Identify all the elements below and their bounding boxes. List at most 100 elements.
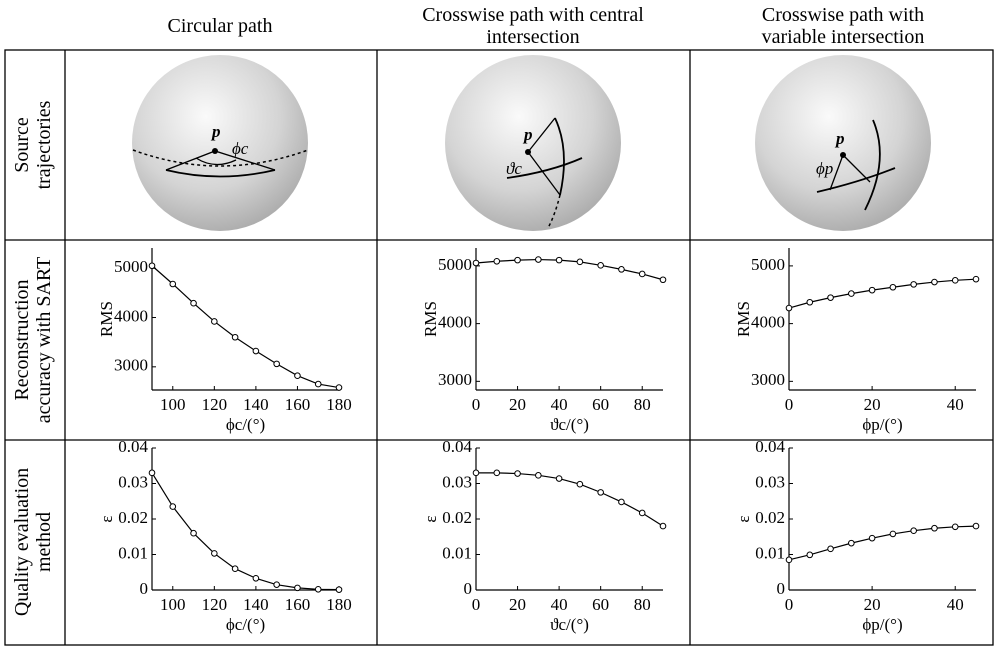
y-tick-label: 5000: [751, 255, 785, 274]
x-tick-label: 60: [592, 595, 609, 614]
y-axis-label: ε: [97, 515, 116, 522]
data-point: [576, 480, 584, 488]
data-point: [848, 539, 855, 547]
x-tick-label: 40: [551, 395, 568, 414]
y-axis-label: RMS: [421, 301, 440, 337]
x-axis-label: ϑc/(°): [550, 415, 589, 434]
column-header: Crosswise path with variable intersectio…: [761, 4, 925, 48]
x-tick-label: 20: [864, 395, 881, 414]
x-tick-label: 0: [785, 395, 794, 414]
data-point: [314, 380, 322, 388]
x-tick-label: 140: [243, 595, 269, 614]
y-tick-label: 0.03: [755, 472, 785, 491]
data-line: [788, 278, 977, 309]
y-tick-label: 5000: [438, 255, 472, 274]
data-point: [576, 258, 584, 266]
y-tick-label: 4000: [751, 313, 785, 332]
data-point: [535, 472, 542, 479]
data-line: [151, 472, 340, 591]
y-tick-label: 5000: [114, 257, 148, 276]
data-point: [211, 550, 218, 557]
y-tick-label: 0.02: [118, 508, 148, 527]
y-tick-label: 4000: [438, 313, 472, 332]
y-tick-label: 3000: [114, 356, 148, 375]
data-point: [827, 294, 834, 301]
x-axis-label: ϕp/(°): [862, 615, 902, 634]
data-line: [788, 525, 977, 561]
y-tick-label: 0.04: [118, 437, 148, 456]
x-tick-label: 40: [947, 595, 964, 614]
x-tick-label: 100: [160, 595, 186, 614]
data-point: [931, 524, 938, 532]
diagram-central: p ϑc: [445, 55, 621, 231]
diagram-label: ϕc: [232, 139, 249, 158]
x-tick-label: 100: [160, 395, 186, 414]
y-tick-label: 0: [777, 579, 786, 598]
data-point: [555, 256, 563, 264]
data-point: [273, 581, 280, 588]
data-point: [951, 277, 959, 284]
data-point: [514, 256, 521, 264]
diagram-label: p: [522, 125, 533, 144]
y-tick-label: 0.03: [442, 472, 472, 491]
data-point: [294, 584, 301, 592]
data-point: [951, 523, 959, 531]
data-point: [618, 266, 625, 273]
x-tick-label: 20: [864, 595, 881, 614]
x-axis-label: ϕp/(°): [862, 415, 902, 434]
x-tick-label: 120: [202, 395, 228, 414]
y-tick-label: 0.04: [442, 437, 472, 456]
y-axis-label: ε: [421, 515, 440, 522]
data-point: [848, 290, 855, 297]
data-line: [475, 258, 664, 281]
y-axis-label: ε: [734, 515, 753, 522]
x-axis-label: ϕc/(°): [226, 415, 265, 434]
data-point: [314, 585, 322, 593]
diagram-circular: p ϕc: [132, 55, 309, 231]
y-axis-label: RMS: [97, 301, 116, 337]
data-point: [910, 527, 917, 535]
diagram-label: ϑc: [506, 159, 522, 178]
x-tick-label: 0: [472, 595, 481, 614]
x-tick-label: 60: [592, 395, 609, 414]
data-point: [785, 304, 793, 312]
data-point: [493, 469, 501, 477]
data-point: [472, 259, 480, 267]
x-tick-label: 20: [509, 395, 526, 414]
data-point: [638, 270, 646, 278]
x-axis-label: ϑc/(°): [550, 615, 589, 634]
y-tick-label: 0.03: [118, 472, 148, 491]
data-point: [555, 475, 563, 482]
data-point: [972, 275, 980, 283]
data-point: [638, 509, 646, 517]
data-point: [169, 503, 177, 510]
x-tick-label: 0: [472, 395, 481, 414]
data-point: [148, 469, 156, 477]
y-tick-label: 3000: [438, 370, 472, 389]
data-point: [211, 318, 218, 325]
data-point: [190, 529, 197, 537]
data-point: [659, 522, 667, 530]
data-point: [827, 545, 834, 553]
data-point: [597, 262, 604, 269]
row-header: Quality evaluation method: [11, 467, 55, 617]
row-header: Reconstruction accuracy with SART: [11, 256, 55, 424]
data-point: [806, 551, 814, 559]
x-tick-label: 140: [243, 395, 269, 414]
x-tick-label: 20: [509, 595, 526, 614]
x-tick-label: 160: [285, 395, 311, 414]
data-point: [169, 280, 177, 288]
x-tick-label: 0: [785, 595, 794, 614]
data-point: [618, 498, 625, 506]
data-point: [535, 256, 542, 263]
data-point: [931, 278, 938, 286]
x-tick-label: 40: [947, 395, 964, 414]
y-tick-label: 0: [140, 579, 149, 598]
data-point: [148, 262, 156, 270]
data-point: [335, 384, 343, 391]
data-point: [868, 534, 876, 542]
row-header: Source trajectories: [11, 100, 55, 190]
x-tick-label: 40: [551, 595, 568, 614]
